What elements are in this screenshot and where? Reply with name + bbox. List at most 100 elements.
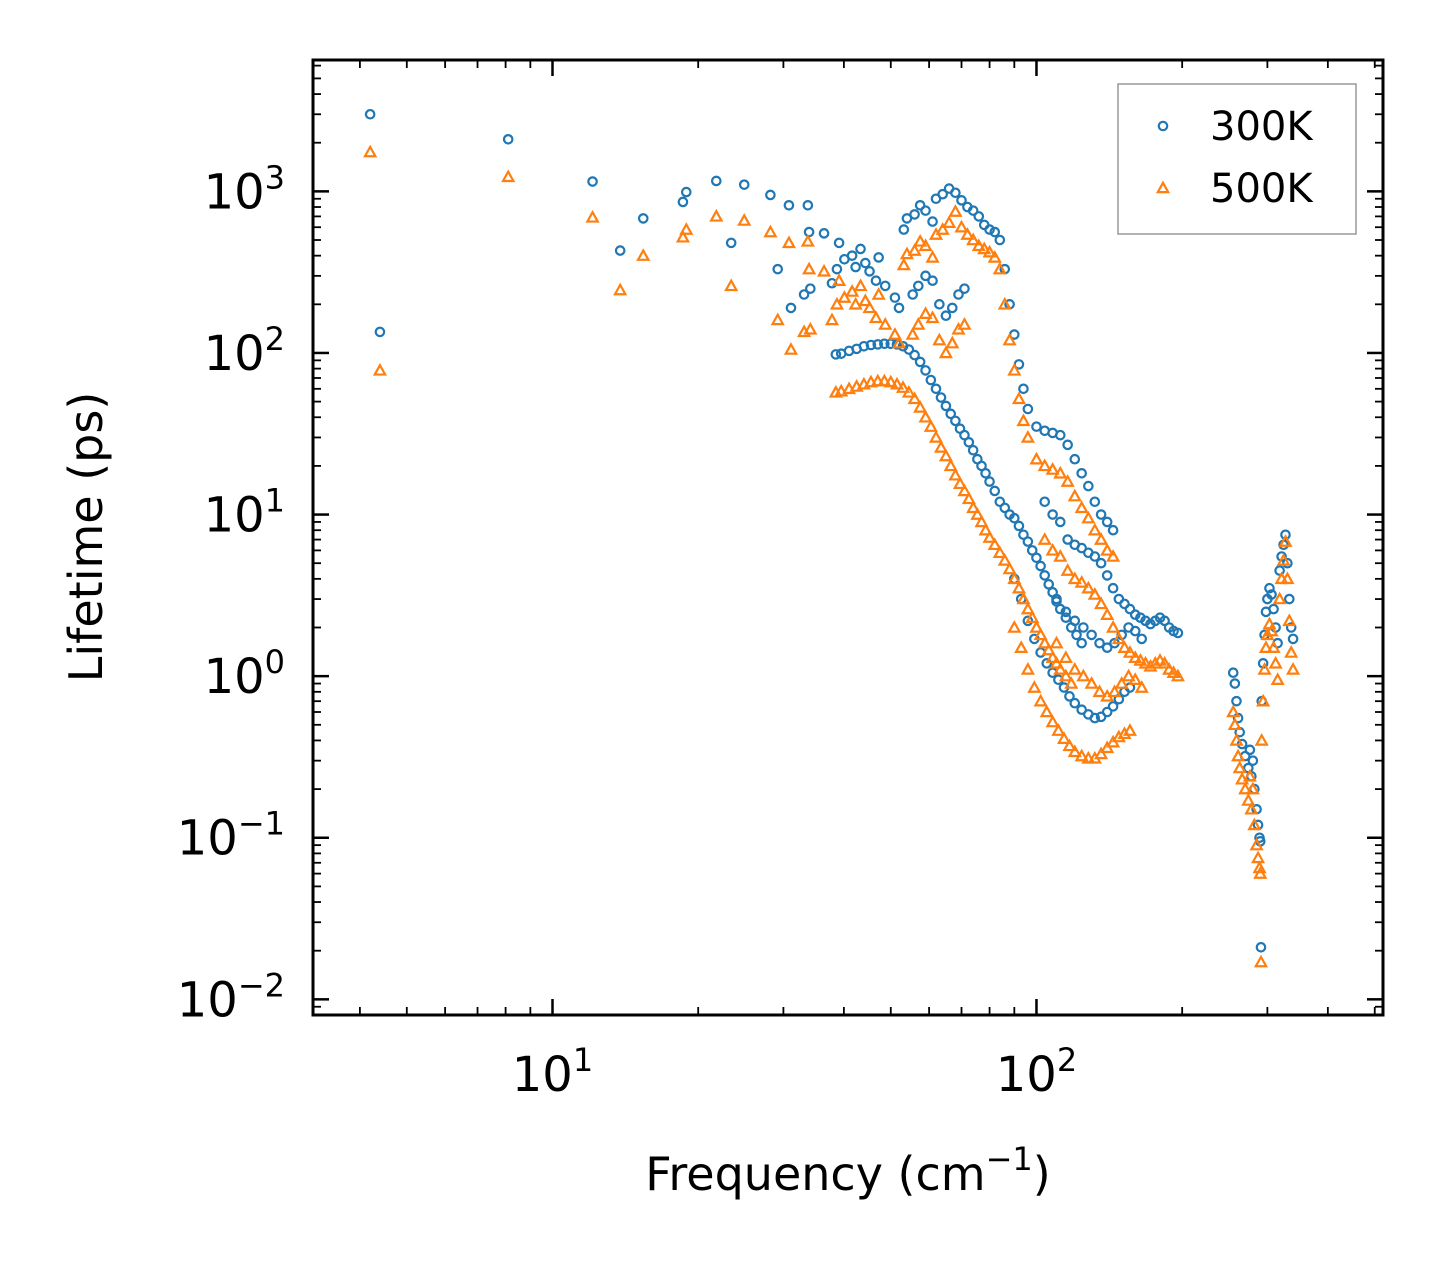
data-point — [871, 287, 886, 300]
data-point — [992, 545, 1007, 559]
data-point — [772, 263, 784, 275]
data-point — [858, 340, 870, 352]
data-point — [878, 317, 893, 330]
data-point — [1133, 653, 1148, 666]
data-point — [1258, 640, 1274, 653]
data-point — [1111, 631, 1126, 645]
data-point — [997, 296, 1012, 310]
data-point — [987, 249, 1002, 263]
data-point — [637, 213, 649, 224]
data-point — [1035, 560, 1046, 572]
data-point — [1107, 701, 1119, 712]
data-point — [837, 290, 852, 303]
data-point — [883, 374, 898, 388]
data-point — [927, 275, 938, 286]
y-tick-label: 100 — [204, 643, 285, 705]
data-point — [832, 273, 847, 286]
data-point — [1107, 524, 1119, 536]
data-point — [1157, 655, 1172, 669]
data-point — [1053, 465, 1068, 479]
data-point — [798, 289, 810, 300]
data-point — [877, 373, 892, 387]
data-point — [1053, 549, 1068, 562]
data-point — [1247, 755, 1259, 766]
data-point — [1049, 635, 1064, 649]
data-point — [870, 275, 882, 286]
data-point — [763, 224, 778, 238]
data-point — [1026, 545, 1038, 556]
data-point — [1020, 601, 1035, 615]
data-point — [953, 289, 964, 300]
data-point — [1114, 676, 1129, 689]
data-point — [1069, 453, 1081, 465]
data-point — [850, 261, 861, 273]
data-point — [1244, 744, 1256, 756]
data-point — [1007, 362, 1022, 376]
data-point — [918, 409, 933, 423]
data-point — [932, 332, 947, 346]
data-point — [1282, 557, 1293, 569]
y-axis-title: Lifetime (ps) — [59, 392, 113, 683]
data-point — [1095, 557, 1107, 569]
legend-marker — [1155, 180, 1171, 194]
data-point — [959, 283, 970, 294]
data-point — [862, 300, 877, 314]
data-point — [829, 296, 845, 310]
data-point — [1086, 629, 1097, 641]
data-point — [925, 310, 940, 324]
data-point — [1278, 534, 1293, 547]
data-point — [925, 374, 937, 386]
data-point — [783, 199, 795, 211]
data-point — [913, 233, 928, 247]
plot-frame — [311, 58, 1385, 1017]
data-point — [1041, 658, 1053, 669]
data-point — [1138, 655, 1153, 669]
data-point — [977, 241, 992, 255]
data-point — [1002, 332, 1017, 346]
data-point — [982, 530, 997, 543]
data-point — [978, 522, 993, 536]
data-point — [1020, 429, 1035, 443]
legend-label: 300K — [1210, 104, 1314, 150]
data-point — [1084, 676, 1099, 689]
data-point — [1043, 579, 1055, 590]
legend-label: 500K — [1210, 166, 1314, 212]
data-point — [928, 429, 944, 443]
data-point — [927, 216, 938, 227]
data-point — [1089, 712, 1101, 724]
data-point — [802, 199, 814, 211]
data-point — [1170, 668, 1185, 682]
data-point — [1062, 738, 1077, 752]
data-point — [1121, 668, 1136, 682]
data-point — [1107, 684, 1122, 698]
data-point — [1083, 480, 1094, 492]
data-point — [614, 245, 626, 256]
data-point — [1039, 496, 1051, 508]
data-point — [907, 391, 922, 405]
data-point — [1268, 603, 1279, 615]
data-point — [1014, 640, 1029, 653]
data-point — [613, 282, 628, 296]
axis-ticks: 101 102 10−2 10−1 100 101 102 103 — [177, 60, 1383, 1103]
data-point — [1284, 593, 1295, 605]
data-point — [831, 263, 843, 275]
data-point — [895, 380, 911, 393]
data-point — [848, 296, 863, 310]
data-point — [938, 448, 953, 462]
data-point — [1095, 509, 1107, 520]
data-point — [907, 289, 919, 300]
data-point — [1002, 561, 1017, 575]
data-point — [1054, 516, 1066, 528]
data-point — [1037, 458, 1052, 472]
data-point — [961, 491, 976, 505]
data-point — [826, 277, 838, 289]
y-tick-label: 103 — [204, 158, 285, 220]
data-point — [984, 224, 995, 235]
y-tick-label: 101 — [204, 482, 285, 544]
legend: 300K 500K — [1117, 83, 1357, 235]
data-point — [1037, 532, 1052, 545]
data-point — [1062, 534, 1073, 545]
data-point — [830, 349, 842, 360]
data-point — [974, 514, 989, 528]
